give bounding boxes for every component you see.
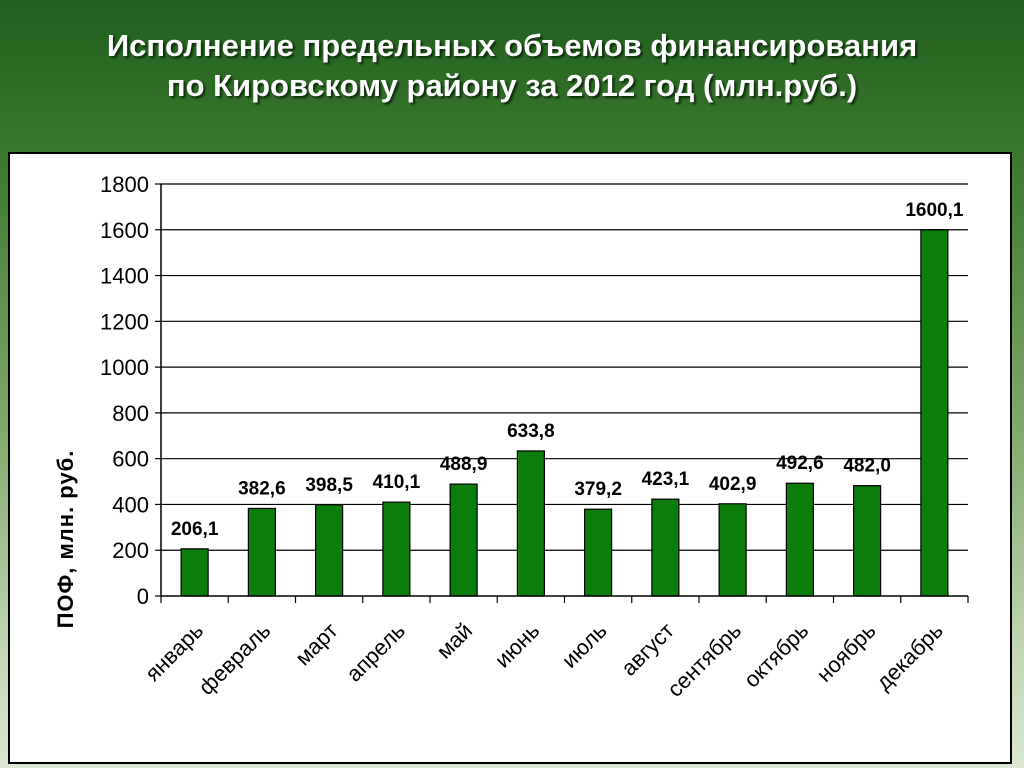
bar-декабрь <box>920 229 949 597</box>
x-tick-label: январь <box>140 618 208 686</box>
y-tick-label: 1800 <box>100 172 149 197</box>
bar-июль <box>584 508 613 597</box>
bar-сентябрь <box>718 503 747 597</box>
x-tick-label: март <box>290 618 342 670</box>
data-label: 206,1 <box>171 519 219 540</box>
bar-август <box>651 498 680 597</box>
bar-май <box>449 483 478 597</box>
bar-март <box>315 504 344 597</box>
data-label: 410,1 <box>373 472 421 493</box>
y-axis-ticks: 0 200 400 600 800 1000 1200 1400 1600 1800 <box>100 172 161 609</box>
y-tick-label: 1200 <box>100 309 149 334</box>
y-tick-label: 400 <box>112 492 149 517</box>
data-labels: 206,1 382,6 398,5 410,1 488,9 633,8 379,2 423,1… <box>171 200 964 540</box>
y-tick-label: 1400 <box>100 264 149 289</box>
axes <box>160 184 968 597</box>
y-tick-label: 1600 <box>100 218 149 243</box>
bar-февраль <box>247 507 276 597</box>
y-tick-label: 1000 <box>100 355 149 380</box>
x-tick-label: декабрь <box>871 618 948 695</box>
data-label: 382,6 <box>238 478 286 499</box>
chart-panel: 0 200 400 600 800 1000 1200 1400 1600 1800 206,1 3… <box>8 152 1012 764</box>
y-tick-label: 800 <box>112 401 149 426</box>
bar-ноябрь <box>853 485 882 597</box>
bar-chart: 0 200 400 600 800 1000 1200 1400 1600 1800 206,1 3… <box>53 172 969 702</box>
y-tick-label: 600 <box>112 447 149 472</box>
x-tick-label: июнь <box>490 618 545 673</box>
title-line-2: по Кировскому району за 2012 год (млн.ру… <box>166 68 858 103</box>
x-tick-label: апрель <box>341 618 410 687</box>
bar-январь <box>180 548 209 597</box>
y-tick-label: 0 <box>137 584 149 609</box>
bars <box>180 229 949 597</box>
x-tick-label: февраль <box>194 618 276 700</box>
bar-апрель <box>382 501 411 597</box>
title-line-1: Исполнение предельных объемов финансиров… <box>106 28 918 63</box>
data-label: 423,1 <box>642 469 690 490</box>
data-label: 633,8 <box>507 421 555 442</box>
slide-title: Исполнение предельных объемов финансиров… <box>0 26 1024 106</box>
data-label: 398,5 <box>305 475 353 496</box>
bar-октябрь <box>785 482 814 597</box>
data-label: 1600,1 <box>905 200 964 221</box>
x-tick-label: октябрь <box>739 618 814 693</box>
data-label: 492,6 <box>776 453 824 474</box>
x-tick-label: май <box>431 618 477 664</box>
data-label: 488,9 <box>440 454 488 475</box>
x-tick-label: август <box>616 618 679 681</box>
y-tick-label: 200 <box>112 538 149 563</box>
x-tick-label: июль <box>557 618 612 673</box>
data-label: 402,9 <box>709 474 757 495</box>
data-label: 379,2 <box>574 479 622 500</box>
bar-июнь <box>516 450 545 597</box>
gridlines <box>161 183 968 551</box>
y-axis-label: ПОФ, млн. руб. <box>53 450 78 629</box>
data-label: 482,0 <box>843 456 891 477</box>
x-tick-label: сентябрь <box>662 618 746 702</box>
